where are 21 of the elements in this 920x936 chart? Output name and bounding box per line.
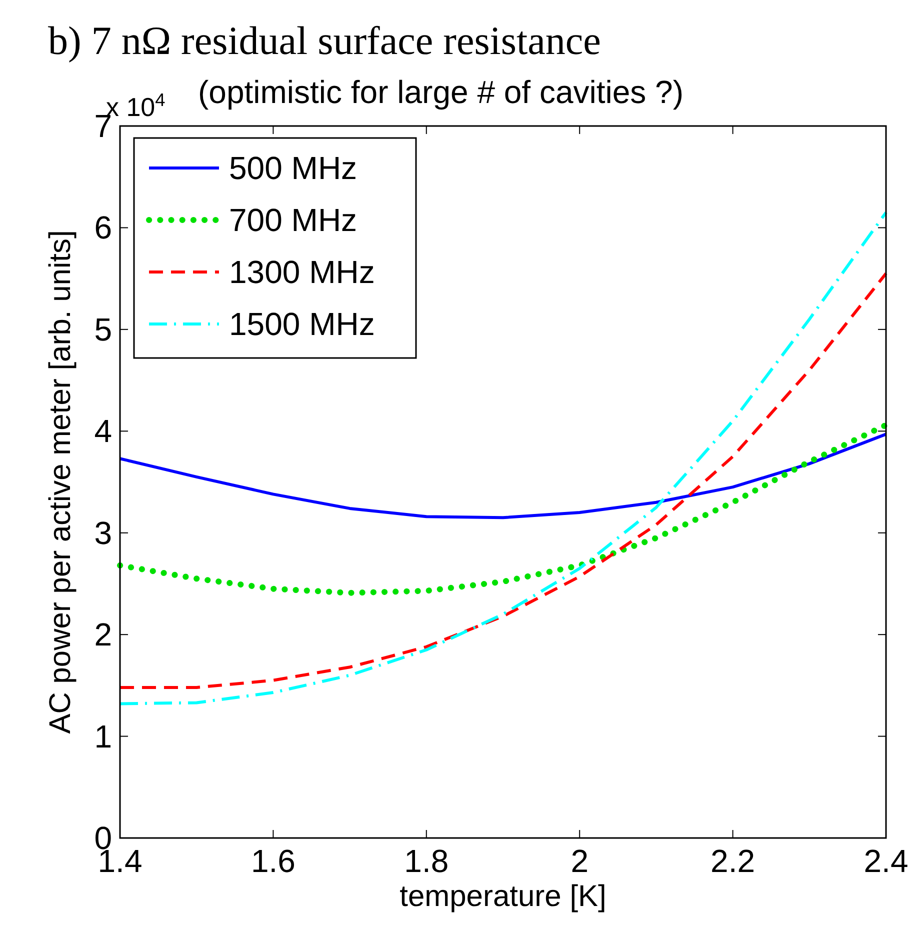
y-axis-title: AC power per active meter [arb. units] (44, 230, 77, 734)
x-axis-title: temperature [K] (400, 880, 606, 913)
chart-subtitle: (optimistic for large # of cavities ?) (198, 74, 684, 110)
x-tick-label: 2.4 (864, 843, 908, 879)
legend-label: 700 MHz (229, 202, 358, 238)
y-tick-label: 2 (94, 616, 112, 653)
chart-title: b) 7 nΩ residual surface resistance (48, 18, 601, 63)
legend-label: 1500 MHz (229, 306, 375, 342)
x-tick-label: 1.6 (250, 843, 296, 879)
line-series (118, 432, 888, 520)
y-tick-label: 5 (94, 311, 112, 348)
x-tick-label: 1.8 (404, 843, 449, 879)
legend-label: 500 MHz (229, 150, 358, 186)
x-tick-label: 2 (570, 843, 588, 879)
x-tick-label: 2.2 (710, 843, 756, 879)
y-tick-label: 6 (94, 210, 112, 246)
legend-label: 1300 MHz (229, 254, 375, 290)
y-tick-label: 1 (94, 718, 112, 754)
line-series (118, 210, 888, 706)
y-tick-label: 4 (94, 413, 112, 450)
y-tick-label: 3 (94, 514, 112, 551)
